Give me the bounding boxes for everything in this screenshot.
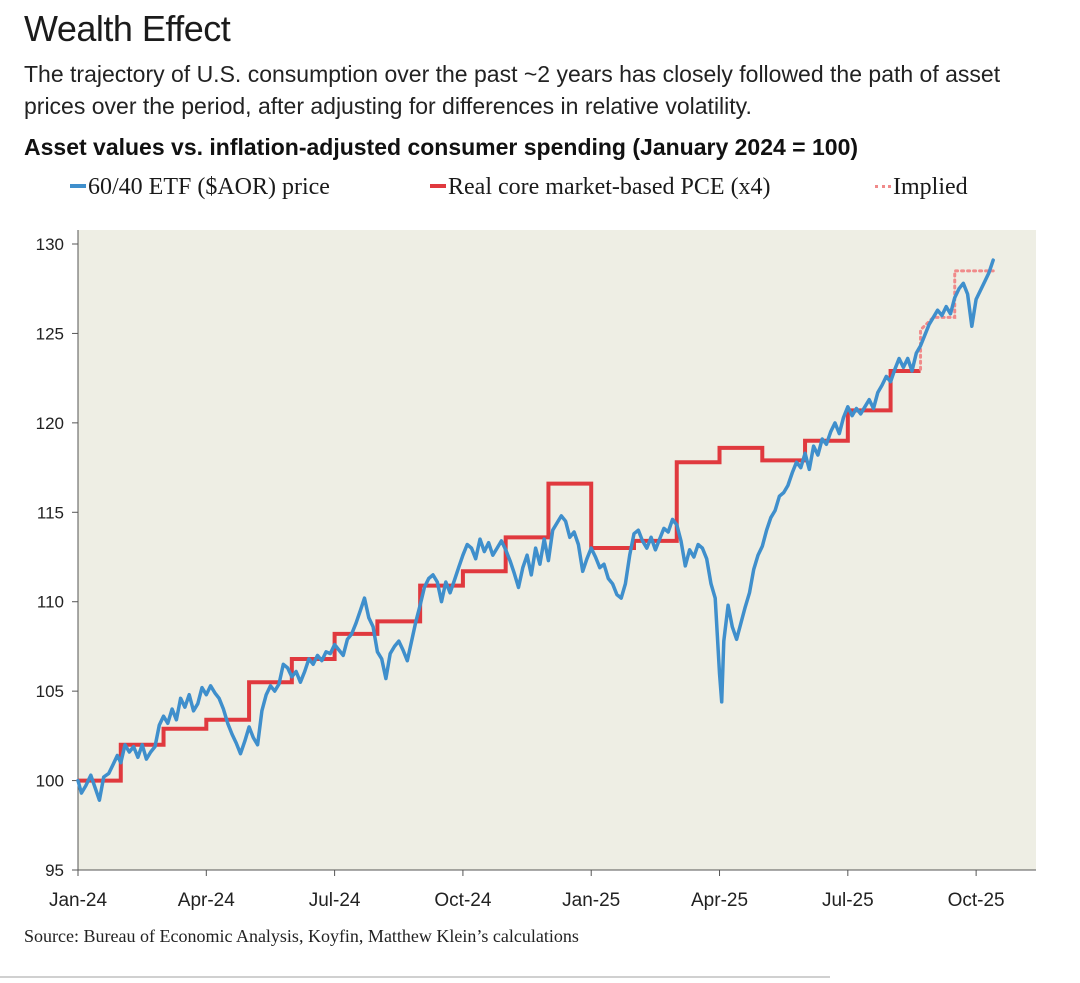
series-line-etf — [76, 258, 995, 802]
x-tick-label: Jan-24 — [49, 890, 108, 911]
series-layer — [76, 258, 995, 802]
source-note: Source: Bureau of Economic Analysis, Koy… — [24, 926, 579, 946]
y-tick-label: 95 — [45, 861, 64, 880]
y-tick-label: 100 — [36, 772, 64, 791]
chart-legend: 60/40 ETF ($AOR) price Real core market-… — [70, 174, 1050, 208]
x-tick-label: Apr-24 — [178, 890, 235, 911]
y-tick-label: 125 — [36, 324, 64, 343]
x-tick-label: Jul-24 — [309, 890, 361, 911]
y-tick-label: 110 — [37, 593, 64, 612]
legend-item-etf: 60/40 ETF ($AOR) price — [70, 174, 330, 201]
legend-label-implied: Implied — [893, 174, 968, 200]
y-axis: 95 100 105 110 115 120 125 130 — [36, 230, 79, 880]
page-subtitle: The trajectory of U.S. consumption over … — [24, 61, 1001, 119]
plot-background — [78, 230, 1036, 870]
x-axis: Jan-24 Apr-24 Jul-24 Oct-24 Jan-25 Apr-25 Jul-… — [49, 869, 1036, 911]
chart-heading: Asset values vs. inflation-adjusted cons… — [24, 134, 859, 160]
x-tick-label: Jul-25 — [822, 890, 874, 911]
series-line-implied — [919, 269, 995, 371]
x-tick-label: Oct-24 — [434, 890, 491, 911]
y-tick-label: 130 — [36, 235, 64, 254]
legend-swatch-etf — [70, 184, 86, 189]
legend-label-etf: 60/40 ETF ($AOR) price — [88, 174, 330, 200]
y-tick-label: 105 — [36, 682, 64, 701]
legend-swatch-implied — [875, 184, 891, 188]
y-tick-label: 115 — [37, 503, 64, 522]
divider — [0, 976, 830, 978]
page-title: Wealth Effect — [24, 8, 231, 49]
line-chart: 95 100 105 110 115 120 125 130 Jan-24 Apr-24 Jul-… — [36, 230, 1036, 911]
legend-item-implied: Implied — [875, 174, 968, 201]
legend-item-pce: Real core market-based PCE (x4) — [430, 174, 771, 201]
x-tick-label: Jan-25 — [562, 890, 620, 911]
y-tick-label: 120 — [36, 414, 64, 433]
legend-label-pce: Real core market-based PCE (x4) — [448, 174, 771, 200]
x-tick-label: Apr-25 — [691, 890, 748, 911]
x-tick-label: Oct-25 — [948, 890, 1005, 911]
legend-swatch-pce — [430, 184, 446, 189]
